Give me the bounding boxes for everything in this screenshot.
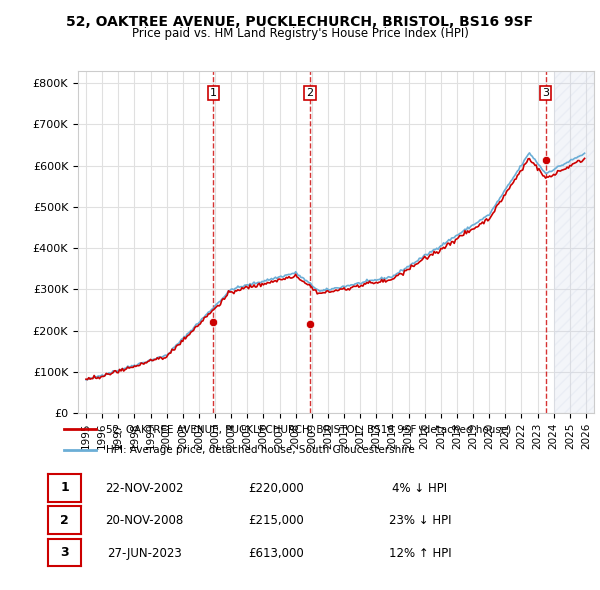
Text: 1: 1	[210, 88, 217, 98]
Text: 52, OAKTREE AVENUE, PUCKLECHURCH, BRISTOL, BS16 9SF: 52, OAKTREE AVENUE, PUCKLECHURCH, BRISTO…	[67, 15, 533, 29]
Text: 2: 2	[60, 514, 69, 527]
Text: 3: 3	[60, 546, 69, 559]
Bar	[554, 71, 594, 413]
Text: 52, OAKTREE AVENUE, PUCKLECHURCH, BRISTOL, BS16 9SF (detached house): 52, OAKTREE AVENUE, PUCKLECHURCH, BRISTO…	[106, 424, 511, 434]
Text: 23% ↓ HPI: 23% ↓ HPI	[389, 514, 451, 527]
Text: 22-NOV-2002: 22-NOV-2002	[105, 482, 183, 495]
Text: 1: 1	[60, 481, 69, 494]
Text: 20-NOV-2008: 20-NOV-2008	[105, 514, 183, 527]
Text: HPI: Average price, detached house, South Gloucestershire: HPI: Average price, detached house, Sout…	[106, 445, 415, 455]
Text: 27-JUN-2023: 27-JUN-2023	[107, 547, 181, 560]
Text: £220,000: £220,000	[248, 482, 304, 495]
Text: 3: 3	[542, 88, 549, 98]
Text: 4% ↓ HPI: 4% ↓ HPI	[392, 482, 448, 495]
Text: £613,000: £613,000	[248, 547, 304, 560]
Text: £215,000: £215,000	[248, 514, 304, 527]
Text: 12% ↑ HPI: 12% ↑ HPI	[389, 547, 451, 560]
Text: 2: 2	[307, 88, 314, 98]
Text: Price paid vs. HM Land Registry's House Price Index (HPI): Price paid vs. HM Land Registry's House …	[131, 27, 469, 40]
